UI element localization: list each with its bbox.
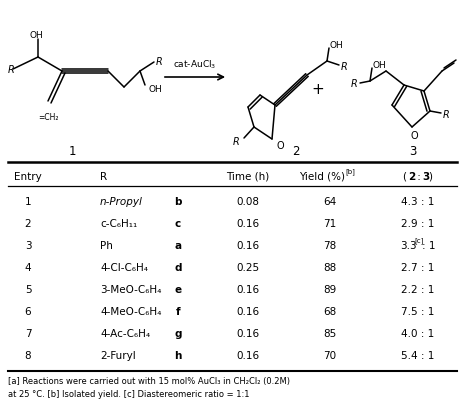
Text: 68: 68: [323, 306, 337, 316]
Text: 1: 1: [68, 145, 76, 158]
Text: R: R: [341, 62, 348, 72]
Text: 4.3 : 1: 4.3 : 1: [401, 196, 435, 207]
Text: 3: 3: [25, 241, 31, 250]
Text: 0.16: 0.16: [236, 306, 259, 316]
Text: (: (: [402, 172, 406, 181]
Text: 2: 2: [25, 218, 31, 228]
Text: 4-Ac-C₆H₄: 4-Ac-C₆H₄: [100, 328, 150, 338]
Text: 7.5 : 1: 7.5 : 1: [401, 306, 435, 316]
Text: R: R: [100, 172, 107, 181]
Text: 71: 71: [323, 218, 337, 228]
Text: OH: OH: [29, 30, 43, 39]
Text: 2: 2: [292, 145, 299, 158]
Text: 2.2 : 1: 2.2 : 1: [401, 284, 435, 294]
Text: R: R: [8, 65, 15, 75]
Text: cat-AuCl$_3$: cat-AuCl$_3$: [173, 59, 217, 71]
Text: OH: OH: [329, 41, 343, 50]
Text: 6: 6: [25, 306, 31, 316]
Text: 3: 3: [409, 145, 417, 158]
Text: c-C₆H₁₁: c-C₆H₁₁: [100, 218, 137, 228]
Text: 4.0 : 1: 4.0 : 1: [401, 328, 435, 338]
Text: Time (h): Time (h): [226, 172, 270, 181]
Text: c: c: [175, 218, 181, 228]
Text: 88: 88: [323, 262, 337, 272]
Text: OH: OH: [148, 85, 162, 94]
Text: 5: 5: [25, 284, 31, 294]
Text: 0.08: 0.08: [237, 196, 259, 207]
Text: R: R: [443, 110, 450, 120]
Text: R: R: [350, 79, 357, 89]
Text: :: :: [414, 172, 424, 181]
Text: 2.7 : 1: 2.7 : 1: [401, 262, 435, 272]
Text: f: f: [176, 306, 180, 316]
Text: O: O: [276, 141, 284, 151]
Text: 0.16: 0.16: [236, 218, 259, 228]
Text: Yield (%): Yield (%): [299, 172, 345, 181]
Text: 78: 78: [323, 241, 337, 250]
Text: O: O: [410, 131, 418, 141]
Text: 0.16: 0.16: [236, 350, 259, 360]
Text: Ph: Ph: [100, 241, 113, 250]
Text: e: e: [174, 284, 181, 294]
Text: 8: 8: [25, 350, 31, 360]
Text: 85: 85: [323, 328, 337, 338]
Text: 1: 1: [25, 196, 31, 207]
Text: Entry: Entry: [14, 172, 42, 181]
Text: 64: 64: [323, 196, 337, 207]
Text: 4-MeO-C₆H₄: 4-MeO-C₆H₄: [100, 306, 161, 316]
Text: d: d: [174, 262, 182, 272]
Text: 5.4 : 1: 5.4 : 1: [401, 350, 435, 360]
Text: 2.9 : 1: 2.9 : 1: [401, 218, 435, 228]
Text: 0.16: 0.16: [236, 328, 259, 338]
Text: 3-MeO-C₆H₄: 3-MeO-C₆H₄: [100, 284, 161, 294]
Text: a: a: [174, 241, 181, 250]
Text: 70: 70: [324, 350, 337, 360]
Text: 2-Furyl: 2-Furyl: [100, 350, 136, 360]
Text: h: h: [174, 350, 182, 360]
Text: 4-Cl-C₆H₄: 4-Cl-C₆H₄: [100, 262, 148, 272]
Text: [b]: [b]: [345, 168, 355, 175]
Text: R: R: [232, 136, 239, 147]
Text: : 1: : 1: [422, 241, 436, 250]
Text: 2: 2: [408, 172, 415, 181]
Text: 0.25: 0.25: [236, 262, 259, 272]
Text: =CH₂: =CH₂: [38, 112, 58, 121]
Text: +: +: [312, 82, 325, 97]
Text: R: R: [156, 57, 163, 67]
Text: [a] Reactions were carried out with 15 mol% AuCl₃ in CH₂Cl₂ (0.2M): [a] Reactions were carried out with 15 m…: [8, 377, 290, 386]
Text: g: g: [174, 328, 182, 338]
Text: 3.3: 3.3: [400, 241, 417, 250]
Text: n-Propyl: n-Propyl: [100, 196, 143, 207]
Text: 0.16: 0.16: [236, 241, 259, 250]
Text: 89: 89: [323, 284, 337, 294]
Text: ): ): [428, 172, 432, 181]
Text: at 25 °C. [b] Isolated yield. [c] Diastereomeric ratio = 1:1: at 25 °C. [b] Isolated yield. [c] Diaste…: [8, 390, 250, 399]
Text: 4: 4: [25, 262, 31, 272]
Text: 7: 7: [25, 328, 31, 338]
Text: 0.16: 0.16: [236, 284, 259, 294]
Text: b: b: [174, 196, 182, 207]
Text: 3: 3: [422, 172, 429, 181]
Text: [c]: [c]: [414, 237, 423, 244]
Text: OH: OH: [372, 61, 386, 70]
